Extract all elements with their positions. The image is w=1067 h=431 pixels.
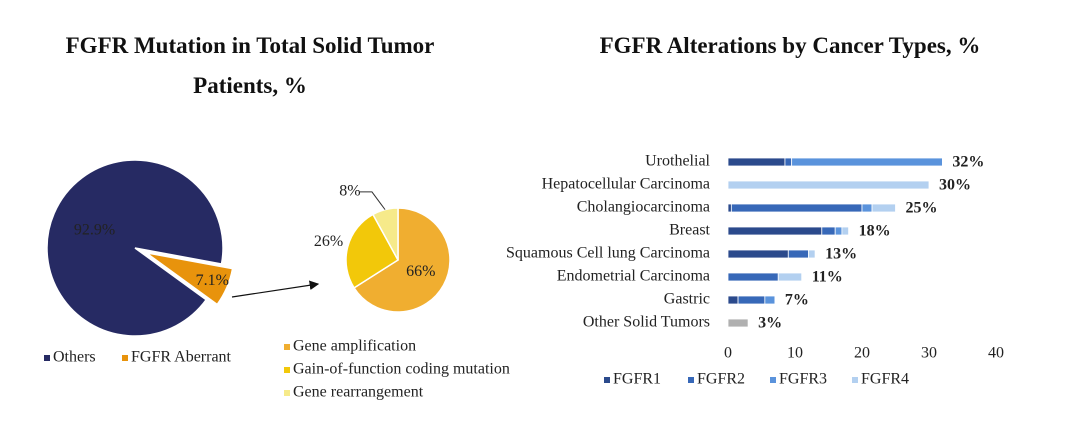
total-label: 13% <box>825 246 857 263</box>
y-tick-label: Hepatocellular Carcinoma <box>542 176 710 193</box>
total-label: 3% <box>758 315 782 332</box>
total-label: 7% <box>785 292 809 309</box>
x-tick-label: 0 <box>724 345 732 362</box>
legend-label: Gene rearrangement <box>293 384 424 401</box>
x-tick-label: 30 <box>921 345 937 362</box>
bar-segment <box>777 272 803 282</box>
y-tick-label: Other Solid Tumors <box>583 314 710 331</box>
bar-segment <box>784 157 793 167</box>
bar-segment <box>727 226 823 236</box>
legend-label: FGFR1 <box>613 371 661 388</box>
legend-swatch <box>284 344 290 350</box>
total-label: 11% <box>812 269 843 286</box>
pie-slice <box>353 207 451 313</box>
pie-slice <box>46 159 224 337</box>
legend-label: FGFR2 <box>697 371 745 388</box>
x-tick-label: 20 <box>854 345 870 362</box>
legend-swatch <box>688 377 694 383</box>
data-label: 92.9% <box>74 221 115 238</box>
y-tick-label: Cholangiocarcinoma <box>577 199 710 216</box>
bar-segment <box>727 157 786 167</box>
bar-segment <box>727 249 789 259</box>
bar-segment <box>841 226 850 236</box>
pie-title: FGFR Mutation in Total Solid Tumor Patie… <box>65 33 435 98</box>
total-label: 32% <box>952 154 984 171</box>
total-label: 30% <box>939 177 971 194</box>
data-label: 66% <box>406 263 435 280</box>
pie-slice <box>371 207 399 261</box>
data-label: 8% <box>339 183 360 200</box>
leader-line <box>359 191 386 210</box>
bar-segment <box>727 180 930 190</box>
legend-label: FGFR4 <box>861 371 909 388</box>
bar-segment <box>764 295 776 305</box>
bar-segment <box>727 272 779 282</box>
legend-swatch <box>44 355 50 361</box>
y-tick-label: Breast <box>669 222 710 239</box>
legend-label: Gene amplification <box>293 338 416 355</box>
bar-segment <box>727 318 749 328</box>
data-label: 7.1% <box>196 272 229 289</box>
legend-label: FGFR3 <box>779 371 827 388</box>
bar-segment <box>808 249 816 259</box>
bar-segment <box>821 226 836 236</box>
bar-segment <box>730 203 863 213</box>
bar-segment <box>834 226 843 236</box>
y-tick-label: Gastric <box>664 291 710 308</box>
legend-swatch <box>284 390 290 396</box>
bar-segment <box>787 249 809 259</box>
total-label: 18% <box>859 223 891 240</box>
x-tick-label: 40 <box>988 345 1004 362</box>
legend-label: FGFR Aberrant <box>131 349 232 366</box>
y-tick-label: Squamous Cell lung Carcinoma <box>506 245 710 262</box>
data-label: 26% <box>314 233 343 250</box>
y-tick-label: Endometrial Carcinoma <box>557 268 710 285</box>
bar-segment <box>737 295 766 305</box>
legend-swatch <box>770 377 776 383</box>
legend-label: Gain-of-function coding mutation <box>293 361 510 378</box>
bar-segment <box>871 203 896 213</box>
pie-slice <box>345 213 399 289</box>
bar-segment <box>727 295 739 305</box>
x-tick-label: 10 <box>787 345 803 362</box>
legend-swatch <box>604 377 610 383</box>
legend-label: Others <box>53 349 96 366</box>
legend-swatch <box>852 377 858 383</box>
legend-swatch <box>284 367 290 373</box>
bar-segment <box>727 203 732 213</box>
bar-title: FGFR Alterations by Cancer Types, % <box>599 33 981 58</box>
y-tick-label: Urothelial <box>645 153 710 170</box>
legend-swatch <box>122 355 128 361</box>
total-label: 25% <box>906 200 938 217</box>
connector-arrow <box>231 280 320 298</box>
bar-segment <box>861 203 873 213</box>
pie-slice <box>145 251 234 306</box>
bar-segment <box>791 157 943 167</box>
